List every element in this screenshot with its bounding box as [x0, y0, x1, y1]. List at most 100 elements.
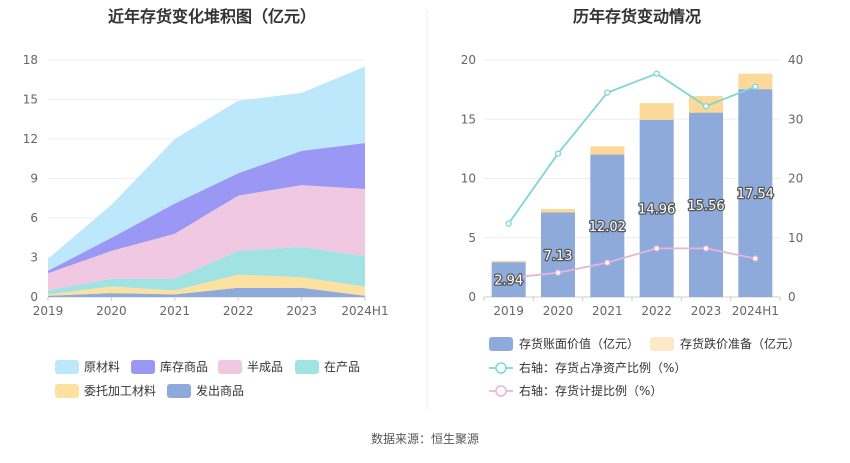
- right-x-tick-label: 2019: [493, 304, 524, 318]
- left-legend-label: 发出商品: [196, 383, 244, 398]
- right-right-axis-tick: 30: [788, 112, 803, 126]
- left-areas: [48, 66, 365, 297]
- area-series-在产品: [48, 247, 365, 295]
- line-point: [505, 274, 512, 282]
- left-legend-swatch: [295, 360, 319, 374]
- line-point: [554, 150, 562, 157]
- bar-value-label: 14.96: [638, 202, 675, 217]
- right-x-tick-label: 2020: [543, 304, 574, 318]
- left-legend-label: 半成品: [247, 360, 283, 374]
- left-legend-swatch: [218, 360, 242, 374]
- right-right-axis-tick: 20: [788, 172, 803, 186]
- area-series-委托加工材料: [48, 274, 365, 296]
- bar-line-title: 历年存货变动情况: [573, 7, 701, 26]
- bar-inventory-provision: [639, 103, 674, 120]
- right-left-axis-tick: 15: [461, 112, 476, 126]
- bar-value-label: 12.02: [589, 220, 626, 235]
- left-x-tick-label: 2024H1: [341, 304, 388, 318]
- bar-inventory-provision: [738, 73, 773, 90]
- line-series-右轴：存货计提比例（%）: [508, 247, 756, 279]
- line-point: [604, 89, 611, 96]
- right-right-axis-tick: 0: [788, 290, 796, 304]
- right-x-tick-label: 2021: [592, 304, 623, 318]
- right-grid: 0 5 10 15 20 0 10 20 30 40: [461, 53, 804, 304]
- bar-inventory-value: [639, 119, 674, 297]
- bar-value-label: 15.56: [687, 199, 724, 214]
- area-series-原材料: [48, 66, 365, 271]
- right-legend-label: 存货账面价值（亿元）: [519, 336, 639, 351]
- area-series-库存商品: [48, 143, 365, 274]
- source-note: 数据来源：恒生聚源: [371, 431, 479, 446]
- left-x-tick-label: 2022: [223, 304, 254, 318]
- left-y-tick-label: 3: [30, 251, 38, 265]
- bar-value-label: 7.13: [544, 249, 573, 264]
- left-legend-label: 在产品: [324, 360, 360, 374]
- right-left-axis-tick: 20: [461, 53, 476, 67]
- line-series-右轴：存货占净资产比例（%）: [507, 72, 756, 225]
- right-legend-marker: [495, 385, 507, 397]
- left-x-tick-label: 2020: [96, 304, 127, 318]
- line-point: [505, 220, 512, 227]
- bar-inventory-provision: [491, 260, 526, 263]
- line-point: [604, 259, 611, 266]
- right-legend-label: 存货跌价准备（亿元）: [680, 336, 800, 351]
- bar-value-label: 17.54: [737, 187, 774, 202]
- line-point: [702, 245, 710, 252]
- right-lines: [505, 70, 759, 282]
- stacked-area-chart: 近年存货变化堆积图（亿元） 0 3 6 9 12 15 18 2019 2020 2021 202…: [23, 7, 389, 398]
- right-legend-swatch: [489, 337, 513, 351]
- left-x-tick-label: 2021: [160, 304, 191, 318]
- stacked-area-title: 近年存货变化堆积图（亿元）: [108, 7, 316, 26]
- right-bar-labels: 2.94 7.13 12.02 14.96 15.56 17.54: [493, 186, 775, 290]
- right-legend-label: 右轴：存货计提比例（%）: [519, 383, 662, 398]
- line-point: [653, 245, 660, 252]
- left-y-tick-label: 0: [30, 290, 38, 304]
- left-x-tick-label: 2019: [33, 304, 64, 318]
- area-series-半成品: [48, 185, 365, 291]
- right-legend-swatch: [650, 337, 674, 351]
- line-point: [752, 255, 759, 262]
- right-x-tick-label: 2023: [691, 304, 722, 318]
- right-right-axis-tick: 40: [788, 53, 803, 67]
- left-legend-label: 委托加工材料: [84, 384, 156, 398]
- bar-inventory-value: [689, 112, 723, 297]
- left-y-tick-label: 6: [30, 211, 38, 225]
- right-right-axis-tick: 10: [788, 231, 803, 245]
- left-x-axis: 2019 2020 2021 2022 2023 2024H1: [33, 297, 389, 318]
- bar-inventory-provision: [541, 208, 575, 213]
- bar-inventory-value: [541, 212, 575, 297]
- left-legend-swatch: [167, 384, 191, 398]
- left-y-tick-label: 18: [23, 53, 38, 67]
- bar-line-chart: 历年存货变动情况 0 5 10 15 20 0 10 20 30 40 2.94 7.13 12.02…: [461, 7, 804, 398]
- area-series-发出商品: [48, 287, 365, 297]
- line-point: [554, 269, 562, 276]
- line-point: [752, 83, 759, 90]
- bar-value-label: 2.94: [494, 274, 523, 289]
- left-legend-label: 原材料: [84, 360, 120, 374]
- right-x-axis: 2019 2020 2021 2022 2023 2024H1: [483, 297, 781, 318]
- right-x-tick-label: 2024H1: [732, 304, 779, 318]
- left-y-tick-label: 15: [23, 93, 38, 107]
- line-point: [702, 103, 710, 110]
- left-legend-label: 库存商品: [160, 359, 208, 374]
- line-point: [653, 70, 660, 77]
- left-legend-swatch: [131, 360, 155, 374]
- left-legend-swatch: [55, 384, 79, 398]
- bar-inventory-provision: [590, 146, 625, 155]
- left-y-tick-label: 9: [30, 172, 38, 186]
- left-y-tick-label: 12: [23, 132, 38, 146]
- bar-inventory-value: [738, 89, 773, 297]
- right-legend-marker: [495, 362, 507, 374]
- right-left-axis-tick: 0: [468, 290, 476, 304]
- right-left-axis-tick: 10: [461, 172, 476, 186]
- right-x-tick-label: 2022: [641, 304, 672, 318]
- left-x-tick-label: 2023: [286, 304, 317, 318]
- right-bars: [491, 73, 773, 297]
- right-left-axis-tick: 5: [468, 231, 476, 245]
- left-legend-swatch: [55, 360, 79, 374]
- right-legend-label: 右轴：存货占净资产比例（%）: [519, 360, 686, 375]
- bar-inventory-value: [590, 154, 625, 297]
